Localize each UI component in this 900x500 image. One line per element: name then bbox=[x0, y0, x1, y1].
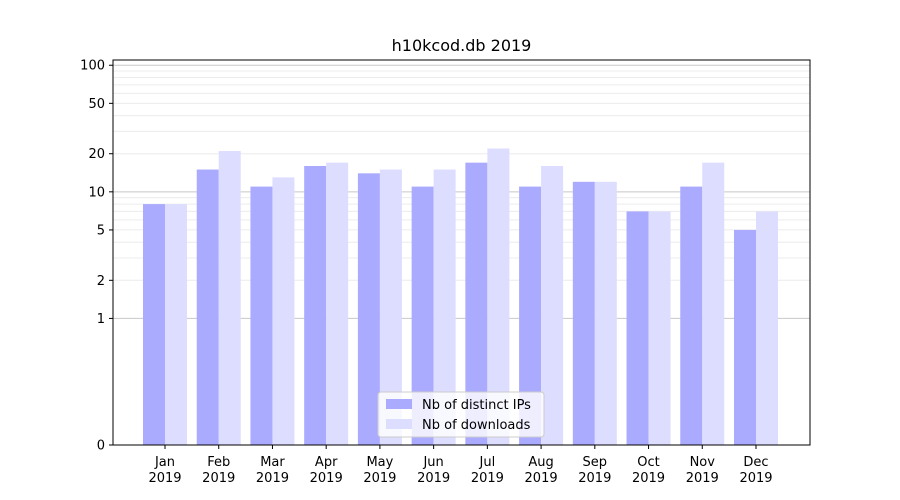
bar bbox=[541, 165, 564, 446]
y-tick-label: 0 bbox=[97, 439, 105, 454]
x-axis: Jan2019Feb2019Mar2019Apr2019May2019Jun20… bbox=[148, 445, 773, 486]
legend-entry: Nb of distinct IPs bbox=[422, 398, 531, 413]
x-tick-label: 2019 bbox=[417, 471, 450, 486]
y-tick-label: 2 bbox=[97, 274, 105, 289]
bar bbox=[465, 162, 488, 445]
x-tick-label: 2019 bbox=[525, 471, 558, 486]
bar bbox=[250, 186, 273, 446]
x-tick-label: Feb bbox=[207, 455, 230, 470]
x-tick-label: Jul bbox=[479, 455, 496, 470]
x-tick-label: Nov bbox=[690, 455, 716, 470]
y-tick-label: 20 bbox=[88, 147, 105, 162]
x-tick-label: Aug bbox=[528, 455, 553, 470]
x-tick-label: Sep bbox=[583, 455, 608, 470]
x-tick-label: Mar bbox=[260, 455, 285, 470]
legend-entry: Nb of downloads bbox=[422, 418, 531, 433]
x-tick-label: Dec bbox=[743, 455, 768, 470]
bar bbox=[218, 151, 241, 445]
plot-frame bbox=[112, 59, 811, 446]
x-tick-label: 2019 bbox=[202, 471, 235, 486]
x-tick-label: 2019 bbox=[471, 471, 504, 486]
bar bbox=[357, 173, 380, 445]
bar bbox=[304, 165, 327, 446]
x-tick-label: Jan bbox=[154, 455, 175, 470]
y-tick-label: 1 bbox=[97, 312, 105, 327]
bar bbox=[487, 148, 510, 445]
bar bbox=[680, 186, 703, 446]
legend: Nb of distinct IPs Nb of downloads bbox=[377, 391, 545, 438]
x-tick-label: Oct bbox=[637, 455, 659, 470]
bar bbox=[433, 169, 456, 445]
y-tick-label: 100 bbox=[80, 59, 105, 74]
bar bbox=[594, 181, 617, 445]
legend-swatch bbox=[386, 399, 412, 409]
y-axis: 0 1 2 5 10 20 50 100 bbox=[80, 59, 113, 454]
x-tick-label: May bbox=[366, 455, 393, 470]
bar bbox=[272, 177, 295, 446]
y-tick-label: 10 bbox=[88, 185, 105, 200]
x-tick-label: 2019 bbox=[578, 471, 611, 486]
bar bbox=[702, 162, 725, 445]
bar bbox=[519, 186, 542, 446]
bars bbox=[143, 148, 778, 446]
bar bbox=[648, 211, 671, 445]
x-tick-label: 2019 bbox=[363, 471, 396, 486]
bar bbox=[379, 169, 402, 445]
x-tick-label: 2019 bbox=[739, 471, 772, 486]
bar bbox=[756, 211, 778, 445]
legend-swatch bbox=[386, 419, 412, 429]
x-tick-label: 2019 bbox=[686, 471, 719, 486]
bar bbox=[572, 181, 595, 445]
x-tick-label: 2019 bbox=[632, 471, 665, 486]
legend-box bbox=[377, 391, 545, 438]
x-tick-label: 2019 bbox=[310, 471, 343, 486]
y-tick-label: 5 bbox=[97, 223, 105, 238]
x-tick-label: Jun bbox=[422, 455, 443, 470]
x-tick-label: Apr bbox=[315, 455, 338, 470]
chart-title: h10kcod.db 2019 bbox=[392, 36, 532, 55]
bar bbox=[411, 186, 434, 446]
x-tick-label: 2019 bbox=[256, 471, 289, 486]
bar bbox=[734, 229, 756, 445]
bar bbox=[196, 169, 219, 445]
bar bbox=[165, 204, 187, 445]
bar bbox=[143, 204, 165, 445]
y-tick-label: 50 bbox=[88, 97, 105, 112]
bar bbox=[626, 211, 649, 445]
x-tick-label: 2019 bbox=[148, 471, 181, 486]
bar bbox=[326, 162, 349, 445]
